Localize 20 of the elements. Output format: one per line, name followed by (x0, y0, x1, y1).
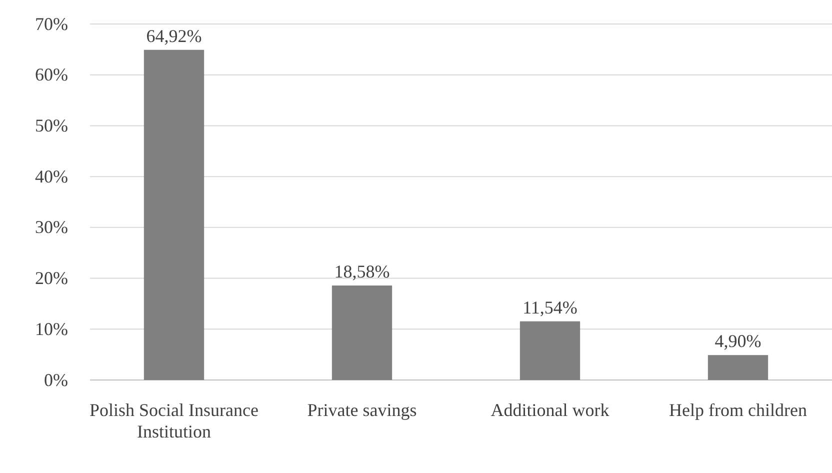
bar (332, 286, 392, 380)
data-label: 18,58% (334, 262, 390, 282)
bar (144, 50, 204, 380)
y-tick-label: 30% (35, 217, 68, 238)
x-tick-label: Private savings (307, 400, 417, 420)
x-tick-label: Help from children (669, 400, 807, 420)
y-tick-label: 50% (35, 115, 68, 136)
y-tick-label: 0% (44, 370, 68, 390)
bar (520, 321, 580, 380)
y-tick-label: 20% (35, 268, 68, 288)
y-tick-label: 60% (35, 64, 68, 85)
x-tick-label: Additional work (490, 400, 610, 420)
y-tick-label: 10% (35, 318, 68, 339)
y-tick-label: 70% (35, 14, 68, 34)
data-label: 4,90% (714, 331, 762, 352)
bar (708, 355, 768, 380)
x-tick-label: Polish Social Insurance Institution (90, 400, 258, 442)
data-label: 11,54% (522, 297, 578, 318)
data-label: 64,92% (146, 26, 202, 46)
y-tick-label: 40% (35, 166, 68, 186)
